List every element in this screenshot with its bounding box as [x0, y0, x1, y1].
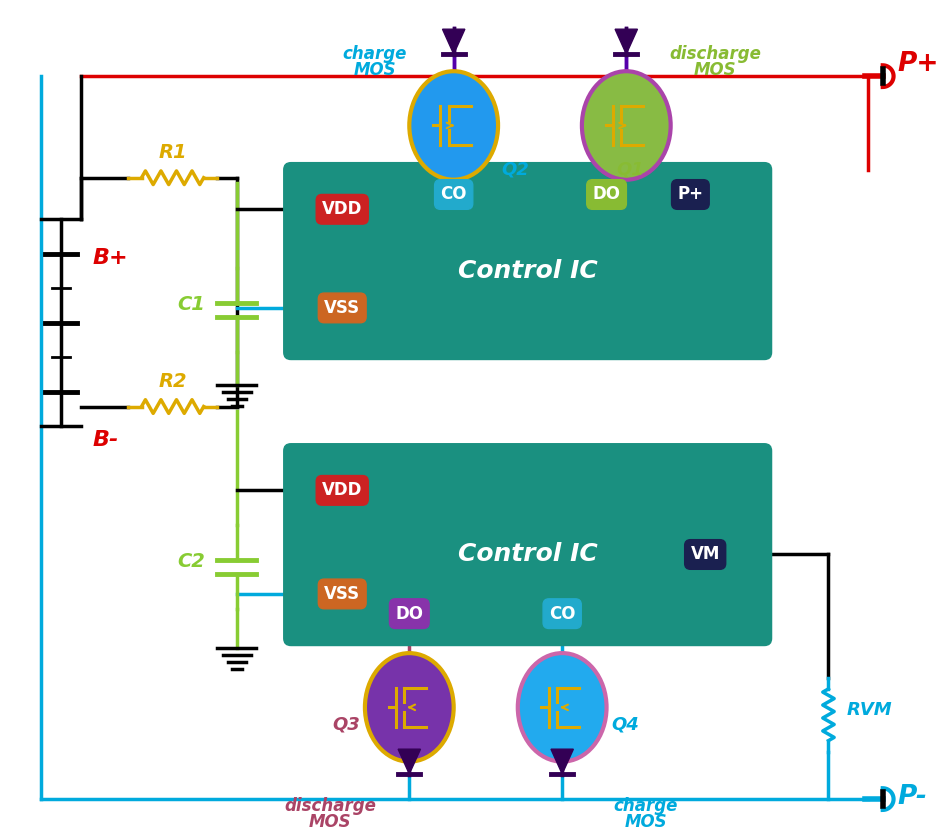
Text: P+: P+ [898, 52, 939, 77]
Polygon shape [443, 29, 464, 54]
Text: MOS: MOS [694, 62, 736, 79]
FancyBboxPatch shape [283, 443, 772, 646]
Text: Q1: Q1 [616, 161, 644, 179]
Text: P+: P+ [678, 186, 703, 204]
Text: DO: DO [593, 186, 620, 204]
Text: R2: R2 [159, 372, 187, 391]
Text: CO: CO [548, 605, 576, 622]
Text: VDD: VDD [322, 201, 362, 218]
Text: MOS: MOS [309, 813, 352, 830]
Ellipse shape [518, 653, 607, 761]
Text: C1: C1 [177, 295, 205, 314]
Text: charge: charge [614, 797, 678, 815]
Text: DO: DO [396, 605, 423, 622]
Polygon shape [398, 749, 420, 774]
FancyBboxPatch shape [283, 162, 772, 360]
Text: Q4: Q4 [612, 715, 639, 733]
Text: Control IC: Control IC [458, 259, 598, 283]
Text: RVM: RVM [846, 701, 892, 719]
Text: charge: charge [343, 46, 407, 63]
Text: discharge: discharge [669, 46, 761, 63]
Text: B-: B- [93, 430, 119, 450]
Text: VSS: VSS [324, 299, 361, 317]
Ellipse shape [365, 653, 454, 761]
Polygon shape [551, 749, 573, 774]
Text: discharge: discharge [284, 797, 377, 815]
Ellipse shape [410, 72, 498, 180]
Text: VSS: VSS [324, 585, 361, 603]
Text: MOS: MOS [353, 62, 396, 79]
Text: Q3: Q3 [332, 715, 360, 733]
Ellipse shape [582, 72, 670, 180]
Text: CO: CO [441, 186, 467, 204]
Text: VDD: VDD [322, 482, 362, 499]
Text: R1: R1 [159, 143, 187, 162]
Text: Q2: Q2 [501, 161, 529, 179]
Text: C2: C2 [177, 552, 205, 571]
Text: B+: B+ [93, 248, 128, 268]
Text: VM: VM [690, 546, 720, 563]
Text: Control IC: Control IC [458, 542, 598, 567]
Polygon shape [615, 29, 637, 54]
Text: MOS: MOS [625, 813, 667, 830]
Text: P-: P- [898, 784, 927, 810]
